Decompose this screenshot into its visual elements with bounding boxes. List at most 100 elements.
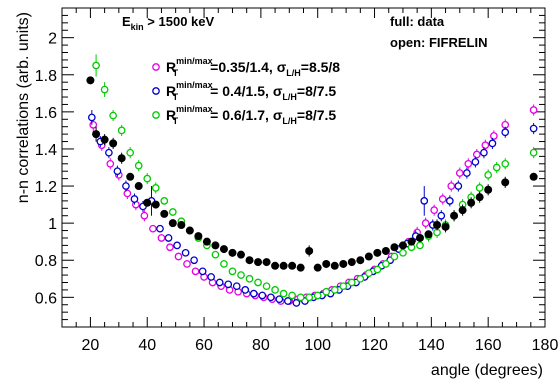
data-point bbox=[296, 263, 305, 272]
data-point bbox=[207, 273, 216, 281]
data-point bbox=[224, 280, 233, 289]
data-point bbox=[117, 154, 126, 163]
data-point bbox=[292, 299, 301, 307]
legend-text-part: L/H bbox=[282, 92, 297, 102]
legend-text-part: min/max bbox=[176, 80, 213, 90]
data-point bbox=[529, 148, 538, 157]
data-point bbox=[458, 206, 467, 215]
energy-cut-annotation: Ekin > 1500 keV bbox=[122, 14, 214, 32]
data-point bbox=[164, 234, 173, 242]
data-point bbox=[421, 219, 430, 227]
data-point bbox=[87, 113, 96, 122]
data-point bbox=[407, 237, 416, 246]
data-point bbox=[92, 130, 101, 139]
data-point bbox=[173, 241, 181, 250]
data-point bbox=[191, 267, 200, 276]
x-tick-label: 160 bbox=[475, 337, 502, 354]
data-point bbox=[441, 222, 450, 231]
data-point bbox=[228, 267, 237, 276]
data-point bbox=[249, 289, 258, 298]
data-point bbox=[271, 286, 279, 294]
full-data-annotation: full: data bbox=[390, 14, 445, 29]
legend-text-part: = 0.4/1.5, bbox=[210, 83, 273, 99]
data-point bbox=[501, 159, 510, 168]
data-point bbox=[313, 263, 322, 272]
data-point bbox=[262, 282, 271, 291]
data-point bbox=[347, 278, 356, 287]
data-point bbox=[177, 220, 186, 229]
legend-text-part: R bbox=[166, 59, 176, 75]
y-tick-label: 1.6 bbox=[35, 105, 57, 122]
data-point bbox=[122, 182, 130, 190]
data-point bbox=[232, 282, 241, 291]
data-point bbox=[254, 258, 263, 267]
data-point bbox=[339, 282, 348, 291]
data-point bbox=[322, 287, 331, 296]
data-point bbox=[484, 171, 493, 179]
data-point bbox=[160, 209, 169, 218]
data-point bbox=[86, 76, 95, 85]
data-point bbox=[126, 172, 135, 181]
data-point bbox=[430, 206, 439, 215]
data-point bbox=[149, 224, 157, 233]
data-point bbox=[92, 61, 100, 70]
data-point bbox=[157, 234, 166, 242]
data-point bbox=[501, 178, 510, 187]
legend-text-part: σ bbox=[273, 107, 283, 123]
data-point bbox=[134, 182, 143, 191]
y-tick-label: 1.8 bbox=[35, 68, 57, 85]
data-point bbox=[166, 243, 174, 252]
data-point bbox=[398, 241, 407, 250]
data-point bbox=[160, 197, 169, 205]
data-point bbox=[364, 269, 373, 278]
data-point bbox=[275, 295, 284, 304]
data-point bbox=[245, 274, 254, 283]
y-tick-label: 0.6 bbox=[35, 290, 57, 307]
open-fifrelin-annotation: open: FIFRELIN bbox=[390, 35, 488, 50]
data-point bbox=[266, 293, 275, 302]
data-point bbox=[475, 193, 484, 202]
data-point bbox=[381, 246, 390, 255]
legend-text-part: σ bbox=[277, 59, 287, 75]
data-point bbox=[236, 250, 245, 259]
data-point bbox=[529, 124, 538, 133]
data-point bbox=[190, 256, 198, 265]
data-point bbox=[313, 291, 322, 300]
data-point bbox=[488, 139, 497, 148]
series-data bbox=[86, 76, 538, 272]
data-point bbox=[382, 260, 390, 268]
data-point bbox=[174, 252, 183, 261]
legend-text-part: T bbox=[173, 116, 179, 126]
legend-marker bbox=[152, 111, 160, 119]
data-point bbox=[364, 252, 373, 261]
legend-text-part: R bbox=[166, 83, 176, 99]
data-point bbox=[89, 120, 98, 129]
data-point bbox=[463, 169, 471, 177]
x-tick-label: 80 bbox=[252, 337, 270, 354]
data-point bbox=[241, 286, 250, 294]
data-point bbox=[305, 293, 314, 302]
legend-text-part: =8.5/8 bbox=[301, 59, 341, 75]
data-point bbox=[168, 219, 177, 228]
data-point bbox=[356, 256, 365, 265]
data-point bbox=[480, 148, 488, 157]
data-point bbox=[123, 189, 132, 198]
data-point bbox=[416, 241, 424, 250]
data-point bbox=[185, 226, 194, 235]
data-point bbox=[140, 211, 149, 220]
data-point bbox=[117, 126, 126, 135]
data-point bbox=[211, 250, 220, 259]
data-point bbox=[106, 159, 115, 168]
data-point bbox=[109, 111, 117, 120]
y-tick-label: 1.4 bbox=[35, 142, 57, 159]
legend-marker bbox=[152, 63, 160, 71]
data-point bbox=[347, 258, 356, 267]
data-point bbox=[151, 200, 160, 209]
data-point bbox=[472, 150, 481, 159]
data-point bbox=[424, 230, 433, 239]
x-tick-label: 20 bbox=[82, 337, 100, 354]
data-point bbox=[181, 248, 190, 257]
data-point bbox=[130, 195, 139, 203]
data-point bbox=[467, 198, 476, 207]
